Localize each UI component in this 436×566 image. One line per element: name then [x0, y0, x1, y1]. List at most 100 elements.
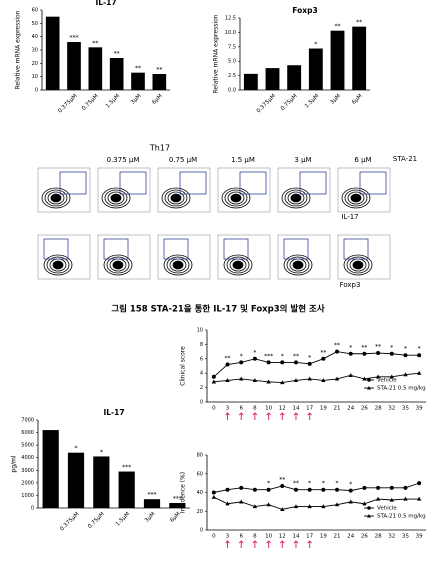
significance: * — [267, 480, 270, 487]
y-tick-label: 5000 — [21, 443, 34, 449]
flow-column-label: 0.75 μM — [169, 156, 197, 164]
x-tick-label: 14 — [292, 406, 299, 412]
gate — [239, 171, 267, 195]
x-tick-label: 19 — [320, 406, 327, 412]
significance: * — [349, 344, 352, 351]
flow-plot — [97, 234, 151, 280]
y-tick-label: 10 — [197, 328, 203, 334]
significance: ** — [375, 344, 381, 351]
gate — [343, 238, 369, 260]
bar — [67, 452, 85, 508]
x-tick-label: 14 — [292, 534, 299, 540]
contour — [101, 187, 131, 209]
flow-row-label: Foxp3 — [340, 281, 361, 289]
arrow — [225, 412, 230, 420]
marker — [293, 504, 299, 509]
x-tick-label: 0.75μM — [280, 93, 299, 112]
legend-marker — [367, 386, 371, 390]
contour — [110, 193, 122, 203]
bar — [67, 42, 81, 90]
bar — [45, 16, 60, 91]
contour — [52, 260, 64, 270]
y-axis-label: Relative mRNA expression — [213, 14, 220, 93]
x-tick-label: 12 — [279, 534, 286, 540]
marker — [239, 499, 244, 504]
x-tick-label: 0.75μM — [81, 93, 100, 112]
flow-plot — [217, 234, 271, 280]
marker — [389, 485, 394, 490]
marker — [376, 351, 381, 356]
flow-column-label: 0.375 μM — [107, 156, 140, 164]
y-tick-label: 4 — [200, 371, 203, 377]
flow-group: Th17 — [149, 144, 170, 153]
arrow — [252, 540, 258, 548]
significance: * — [253, 349, 256, 356]
marker — [225, 487, 230, 492]
x-tick-label: 8 — [253, 534, 257, 540]
bar — [287, 65, 302, 90]
arrow — [293, 412, 299, 420]
series-line — [213, 351, 420, 378]
contour — [292, 260, 304, 270]
contour — [343, 254, 373, 276]
marker — [375, 496, 381, 501]
contour — [106, 256, 130, 274]
x-tick-label: 0.375μM — [59, 511, 80, 532]
contour — [230, 193, 242, 203]
y-tick-label: 20 — [197, 509, 203, 515]
marker — [211, 494, 217, 499]
gate — [359, 171, 387, 195]
significance: * — [240, 353, 243, 360]
arrow — [293, 540, 299, 548]
y-tick-label: 60 — [197, 471, 203, 477]
significance: ** — [356, 19, 362, 26]
y-axis-label: Clinical score — [180, 346, 187, 386]
x-tick-label: 17 — [306, 406, 313, 412]
x-tick-label: 3 — [226, 534, 230, 540]
contour — [167, 191, 185, 205]
y-tick-label: 5.0 — [228, 59, 236, 65]
x-tick-label: 0 — [212, 534, 216, 540]
marker — [266, 360, 271, 365]
x-tick-label: 24 — [347, 534, 354, 540]
contour — [352, 260, 364, 270]
significance: * — [281, 353, 284, 360]
x-tick-label: 6 — [239, 534, 243, 540]
x-tick-label: 35 — [402, 406, 409, 412]
contour — [223, 254, 253, 276]
significance: * — [100, 449, 103, 456]
contour — [344, 189, 368, 207]
marker — [321, 487, 326, 492]
bar — [265, 68, 280, 90]
contour — [347, 191, 365, 205]
flow-plot — [337, 234, 391, 280]
marker — [280, 380, 285, 385]
arrow — [307, 412, 313, 420]
significance: ** — [293, 480, 299, 487]
axis — [239, 18, 370, 91]
significance: *** — [122, 464, 131, 471]
x-tick-label: 21 — [334, 534, 341, 540]
marker — [321, 356, 326, 361]
marker — [362, 376, 367, 381]
y-tick-label: 8 — [200, 342, 203, 348]
contour — [47, 191, 65, 205]
flow-treatment: STA-21 — [393, 155, 417, 163]
contour — [170, 193, 182, 203]
marker — [403, 485, 408, 490]
flow-column-label: 6 μM — [354, 156, 371, 164]
y-tick-label: 0 — [200, 400, 203, 406]
y-tick-label: 0 — [31, 506, 34, 512]
marker — [252, 487, 257, 492]
x-tick-label: 39 — [416, 534, 423, 540]
marker — [239, 360, 244, 365]
contour — [163, 254, 193, 276]
y-tick-label: 3000 — [21, 468, 34, 474]
x-tick-label: 24 — [347, 406, 354, 412]
arrow — [266, 412, 271, 420]
contour — [50, 193, 62, 203]
x-tick-label: 0.375μM — [57, 93, 78, 114]
contour — [104, 189, 128, 207]
marker — [307, 376, 312, 381]
y-tick-label: 7.5 — [228, 44, 236, 50]
